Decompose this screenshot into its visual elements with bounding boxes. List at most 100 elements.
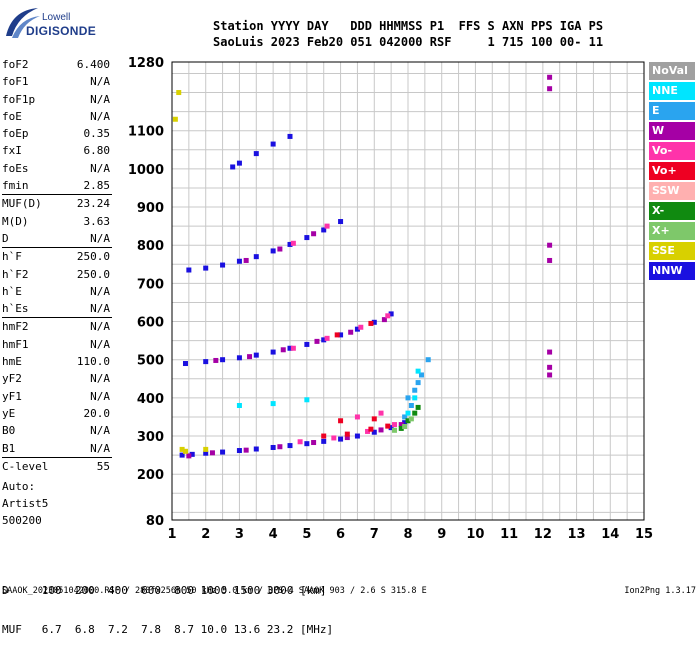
y-tick-label: 80 [146, 514, 164, 529]
echo-point [220, 262, 226, 268]
version-label: Ion2Png 1.3.17 [624, 586, 696, 596]
echo-point [182, 361, 188, 367]
echo-point [412, 410, 418, 416]
param-value: 20.0 [83, 406, 111, 420]
x-tick-label: 7 [370, 527, 379, 542]
echo-point [388, 425, 394, 431]
echo-point [186, 453, 192, 459]
echo-point [270, 444, 276, 450]
echo-point [277, 444, 283, 450]
echo-point [412, 387, 418, 393]
param-value: N/A [90, 92, 110, 106]
echo-point [287, 133, 293, 139]
param-value: N/A [90, 320, 110, 334]
y-axis-ticks: 80 200 300 400 500 600 700 800 900 1000 1100 1280 [128, 56, 164, 529]
echo-point [365, 428, 371, 434]
echo-point [402, 414, 408, 420]
echo-point [344, 431, 350, 437]
echo-point [415, 380, 421, 386]
param-value: 3.63 [83, 214, 111, 228]
param-label: yE [2, 406, 16, 420]
logo-line1: Lowell [42, 12, 71, 23]
echo-point [371, 416, 377, 422]
param-label: h`Es [2, 302, 29, 316]
param-value: 55 [96, 459, 110, 473]
echo-point [412, 395, 418, 401]
echo-point [270, 401, 276, 407]
legend-item: SSE [649, 242, 695, 260]
param-label: B0 [2, 424, 16, 438]
ionogram-chart: 1 2 3 4 5 6 7 8 9 10 11 12 13 14 15 802003004005006007… [128, 56, 653, 542]
y-tick-label: 300 [137, 430, 164, 445]
param-label: M(D) [2, 214, 29, 228]
auto-version: 500200 [2, 514, 42, 527]
logo-swoosh-icon [6, 8, 40, 38]
echo-point [402, 420, 408, 426]
echo-point [425, 357, 431, 363]
param-row: B1 N/A [2, 440, 112, 457]
echo-point [179, 452, 185, 458]
echo-point [392, 422, 398, 428]
echo-point [385, 313, 391, 319]
param-value: 110.0 [76, 355, 110, 369]
y-tick-label: 200 [137, 468, 164, 483]
param-row: foEp 0.35 [2, 125, 112, 142]
y-tick-label: 600 [137, 316, 164, 331]
x-tick-label: 6 [336, 527, 345, 542]
echo-point [321, 337, 327, 343]
echo-point [321, 438, 327, 444]
param-row: yF2 N/A [2, 370, 112, 387]
echo-point [270, 349, 276, 355]
echo-point [304, 441, 310, 447]
legend-item: NoVal [649, 62, 695, 80]
plot-frame [171, 61, 645, 521]
param-label: yF2 [2, 372, 22, 386]
echo-point [547, 86, 553, 92]
param-value: 250.0 [76, 267, 110, 281]
echo-point [392, 427, 398, 433]
echo-point [253, 151, 259, 157]
param-row: foE N/A [2, 108, 112, 125]
echo-point [408, 416, 414, 422]
param-row: B0 N/A [2, 422, 112, 439]
param-value: N/A [90, 441, 110, 455]
echo-point [213, 357, 219, 363]
parameter-table: foF2 6.400 foF1 N/A foF1p N/A foE N/A foEp 0.35 fx… [2, 56, 112, 475]
y-tick-label: 900 [137, 201, 164, 216]
echo-point [415, 404, 421, 410]
echo-point [338, 332, 344, 338]
param-label: foEs [2, 161, 29, 175]
echo-point [547, 257, 553, 263]
param-value: 6.80 [83, 144, 111, 158]
echo-point [203, 359, 209, 365]
echo-point [176, 90, 182, 96]
y-tick-label: 1100 [128, 125, 164, 140]
echo-point [311, 231, 317, 237]
echo-point [415, 368, 421, 374]
param-separator [2, 194, 112, 196]
echo-point [220, 449, 226, 455]
auto-scaling-info: Auto: Artist5 500200 [2, 478, 48, 529]
x-tick-label: 4 [269, 527, 278, 542]
echo-point [243, 257, 249, 263]
y-tick-label: 1280 [128, 56, 164, 71]
echo-point [354, 414, 360, 420]
auto-label: Auto: [2, 480, 36, 493]
distance-muf-table: D 100 200 400 600 800 1000 1500 3000 [km… [2, 558, 333, 649]
param-value: N/A [90, 231, 110, 245]
echo-point [338, 219, 344, 225]
legend-item: Vo+ [649, 162, 695, 180]
echo-point [311, 440, 317, 446]
echo-point [304, 397, 310, 403]
echo-point [253, 352, 259, 358]
echo-point [203, 446, 209, 452]
echo-point [408, 403, 414, 408]
param-row: h`F 250.0 [2, 248, 112, 265]
echo-point [338, 436, 344, 442]
echo-point [321, 433, 327, 439]
echo-point [287, 345, 293, 351]
param-label: D [2, 231, 9, 245]
param-label: foF1 [2, 75, 29, 89]
echo-point [321, 227, 327, 233]
echo-point [405, 410, 411, 416]
